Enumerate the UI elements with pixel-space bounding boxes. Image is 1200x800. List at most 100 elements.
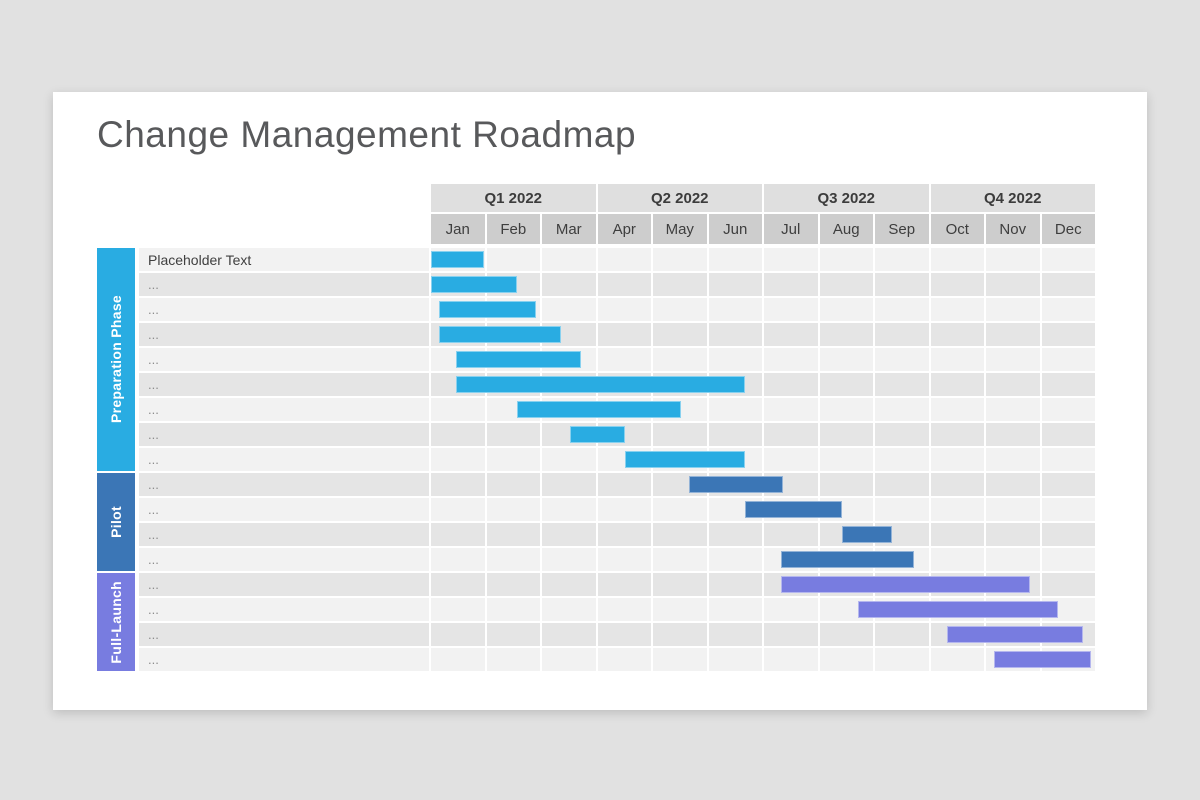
grid-cell xyxy=(653,598,707,621)
grid-cell xyxy=(708,523,762,546)
grid-cell xyxy=(764,648,818,671)
grid-cell xyxy=(986,373,1040,396)
page-title: Change Management Roadmap xyxy=(97,114,637,155)
grid-cell xyxy=(431,423,485,446)
grid-cell xyxy=(597,548,651,571)
grid-cell xyxy=(986,548,1040,571)
grid-cell xyxy=(597,498,651,521)
grid-cell xyxy=(597,598,651,621)
grid-cell xyxy=(1041,473,1095,496)
quarter-header-2: Q2 2022 xyxy=(597,184,762,212)
grid-cell xyxy=(930,398,984,421)
grid-cell xyxy=(764,448,818,471)
grid-cell xyxy=(597,298,651,321)
gantt-chart: Q1 2022 Q2 2022 Q3 2022 Q4 2022 Jan Feb Mar Apr… xyxy=(53,92,1147,710)
grid-cell xyxy=(653,623,707,646)
grid-cell xyxy=(653,523,707,546)
grid-cell xyxy=(431,623,485,646)
grid-cell xyxy=(597,248,651,271)
gantt-bar-16 xyxy=(947,626,1084,643)
month-header-apr: Apr xyxy=(597,214,651,244)
grid-cell xyxy=(764,423,818,446)
grid-cell xyxy=(431,498,485,521)
grid-cell xyxy=(1041,398,1095,421)
grid-cell xyxy=(875,498,929,521)
grid-cell xyxy=(486,473,540,496)
grid-cell xyxy=(431,448,485,471)
grid-cell xyxy=(930,323,984,346)
grid-cell xyxy=(708,648,762,671)
grid-cell xyxy=(708,548,762,571)
grid-cell xyxy=(875,348,929,371)
grid-cell xyxy=(542,523,596,546)
gantt-bar-17 xyxy=(994,651,1092,668)
grid-cell xyxy=(653,548,707,571)
grid-cell xyxy=(930,348,984,371)
grid-cell xyxy=(930,423,984,446)
task-label-9: ... xyxy=(139,448,429,471)
grid-cell xyxy=(486,248,540,271)
grid-cell xyxy=(1041,573,1095,596)
grid-cell xyxy=(986,448,1040,471)
grid-cell xyxy=(542,548,596,571)
grid-cell xyxy=(1041,448,1095,471)
grid-cell xyxy=(1041,548,1095,571)
grid-cell xyxy=(708,423,762,446)
grid-cell xyxy=(764,298,818,321)
grid-cell xyxy=(819,648,873,671)
gantt-bar-15 xyxy=(858,601,1059,618)
grid-cell xyxy=(930,373,984,396)
grid-cell xyxy=(986,298,1040,321)
grid-cell xyxy=(819,623,873,646)
phase-band-2: Pilot xyxy=(97,473,135,571)
gantt-bar-1 xyxy=(431,251,484,268)
grid-cell xyxy=(708,398,762,421)
grid-cell xyxy=(653,423,707,446)
grid-cell xyxy=(986,473,1040,496)
grid-cell xyxy=(875,273,929,296)
phase-band-1: Preparation Phase xyxy=(97,248,135,471)
grid-cell xyxy=(875,448,929,471)
grid-cell xyxy=(431,398,485,421)
phase-band-label: Full-Launch xyxy=(108,580,124,664)
quarter-header-1: Q1 2022 xyxy=(431,184,596,212)
grid-cell xyxy=(764,523,818,546)
grid-cell xyxy=(875,423,929,446)
grid-cell xyxy=(653,573,707,596)
grid-cell xyxy=(1041,423,1095,446)
grid-cell xyxy=(875,298,929,321)
month-header-may: May xyxy=(653,214,707,244)
grid-cell xyxy=(653,348,707,371)
grid-cell xyxy=(1041,348,1095,371)
grid-cell xyxy=(819,348,873,371)
grid-cell xyxy=(1041,323,1095,346)
grid-cell xyxy=(653,273,707,296)
grid-cell xyxy=(819,448,873,471)
task-label-16: ... xyxy=(139,623,429,646)
grid-cell xyxy=(875,648,929,671)
grid-cell xyxy=(1041,498,1095,521)
task-label-14: ... xyxy=(139,573,429,596)
month-header-jun: Jun xyxy=(708,214,762,244)
gantt-bar-10 xyxy=(689,476,784,493)
grid-cell xyxy=(986,523,1040,546)
grid-cell xyxy=(653,248,707,271)
slide: Change Management Roadmap Q1 2022 Q2 2022… xyxy=(53,92,1147,710)
grid-cell xyxy=(819,398,873,421)
grid-cell xyxy=(819,273,873,296)
grid-cell xyxy=(431,573,485,596)
grid-cell xyxy=(653,648,707,671)
grid-cell xyxy=(986,248,1040,271)
quarter-header-3: Q3 2022 xyxy=(764,184,929,212)
task-label-17: ... xyxy=(139,648,429,671)
grid-cell xyxy=(930,248,984,271)
grid-cell xyxy=(486,448,540,471)
grid-cell xyxy=(431,648,485,671)
grid-cell xyxy=(930,473,984,496)
task-label-3: ... xyxy=(139,298,429,321)
grid-cell xyxy=(431,548,485,571)
task-label-13: ... xyxy=(139,548,429,571)
grid-cell xyxy=(764,248,818,271)
grid-cell xyxy=(542,648,596,671)
grid-cell xyxy=(653,323,707,346)
